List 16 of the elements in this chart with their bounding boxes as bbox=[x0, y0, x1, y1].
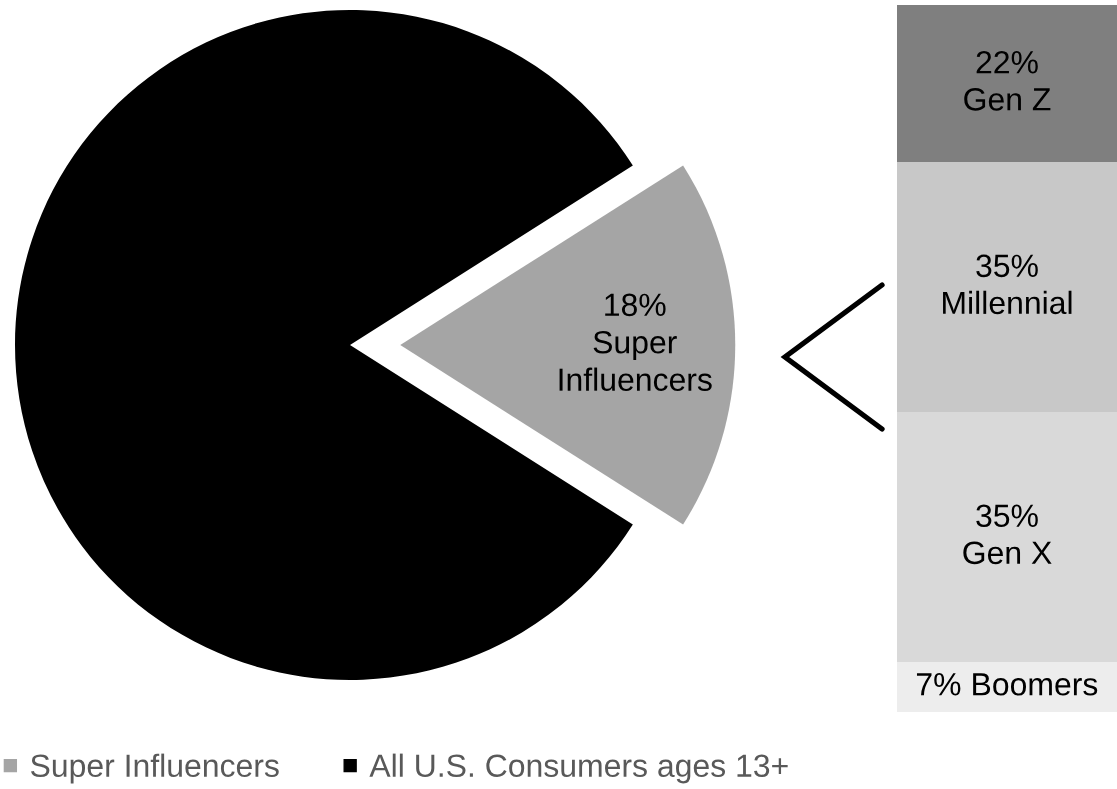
bar bbox=[897, 5, 1117, 163]
data-label: 7% bbox=[916, 673, 961, 696]
bar bbox=[897, 162, 1117, 413]
series-label: Millennial bbox=[943, 290, 1072, 315]
series-label: Gen X bbox=[963, 541, 1052, 565]
slice-label: Super Influencers bbox=[559, 330, 712, 391]
data-label: 22% bbox=[976, 50, 1038, 74]
data-label: 35% bbox=[976, 254, 1038, 278]
legend-label: All U.S. Consumers ages 13+ bbox=[369, 753, 788, 784]
series-label: Boomers bbox=[973, 673, 1098, 696]
bar bbox=[897, 412, 1117, 663]
series-label: Gen Z bbox=[964, 88, 1051, 111]
bar bbox=[897, 662, 1117, 712]
legend-label: Super Influencers bbox=[30, 753, 279, 784]
data-label: 18% bbox=[605, 293, 666, 317]
data-label: 35% bbox=[976, 504, 1038, 528]
